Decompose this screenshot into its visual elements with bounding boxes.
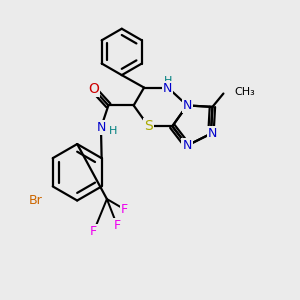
Text: N: N <box>163 82 172 95</box>
Text: S: S <box>144 119 153 133</box>
Text: N: N <box>208 127 217 140</box>
Text: H: H <box>164 76 172 86</box>
Text: Br: Br <box>29 194 42 207</box>
Text: F: F <box>90 225 97 238</box>
Text: F: F <box>114 219 121 232</box>
Text: F: F <box>121 203 128 216</box>
Text: H: H <box>109 126 118 136</box>
Text: N: N <box>182 139 192 152</box>
Text: CH₃: CH₃ <box>235 87 256 97</box>
Text: O: O <box>88 82 99 96</box>
Text: N: N <box>183 99 192 112</box>
Text: N: N <box>97 121 106 134</box>
